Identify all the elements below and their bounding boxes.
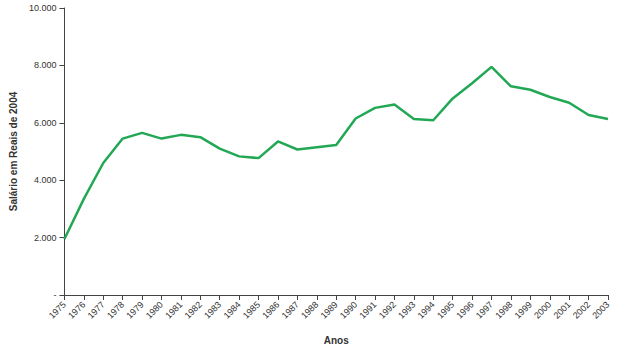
svg-text:1981: 1981 <box>163 299 184 320</box>
svg-text:1978: 1978 <box>105 299 126 320</box>
svg-text:1982: 1982 <box>183 299 204 320</box>
svg-text:4.000: 4.000 <box>34 175 57 185</box>
svg-text:1985: 1985 <box>241 299 262 320</box>
svg-text:1998: 1998 <box>493 299 514 320</box>
svg-text:1987: 1987 <box>280 299 301 320</box>
svg-text:1989: 1989 <box>319 299 340 320</box>
svg-text:1994: 1994 <box>416 299 437 320</box>
svg-text:1991: 1991 <box>357 299 378 320</box>
svg-text:1999: 1999 <box>513 299 534 320</box>
svg-text:1993: 1993 <box>396 299 417 320</box>
svg-text:Salário em Reais de 2004: Salário em Reais de 2004 <box>8 91 19 211</box>
svg-text:1990: 1990 <box>338 299 359 320</box>
svg-text:1997: 1997 <box>474 299 495 320</box>
svg-text:1992: 1992 <box>377 299 398 320</box>
svg-text:2.000: 2.000 <box>34 233 57 243</box>
svg-text:10.000: 10.000 <box>29 3 57 13</box>
svg-text:1988: 1988 <box>299 299 320 320</box>
svg-text:1975: 1975 <box>47 299 68 320</box>
svg-text:1984: 1984 <box>221 299 242 320</box>
svg-text:2001: 2001 <box>551 299 572 320</box>
svg-text:-: - <box>53 290 56 300</box>
svg-text:2000: 2000 <box>532 299 553 320</box>
svg-text:1980: 1980 <box>144 299 165 320</box>
svg-text:6.000: 6.000 <box>34 118 57 128</box>
svg-text:Anos: Anos <box>324 335 349 346</box>
svg-text:1977: 1977 <box>86 299 107 320</box>
svg-text:1979: 1979 <box>124 299 145 320</box>
svg-text:2002: 2002 <box>571 299 592 320</box>
svg-text:1976: 1976 <box>66 299 87 320</box>
svg-text:1983: 1983 <box>202 299 223 320</box>
svg-text:1995: 1995 <box>435 299 456 320</box>
svg-text:2003: 2003 <box>590 299 611 320</box>
svg-text:1996: 1996 <box>454 299 475 320</box>
svg-text:1986: 1986 <box>260 299 281 320</box>
svg-text:8.000: 8.000 <box>34 60 57 70</box>
